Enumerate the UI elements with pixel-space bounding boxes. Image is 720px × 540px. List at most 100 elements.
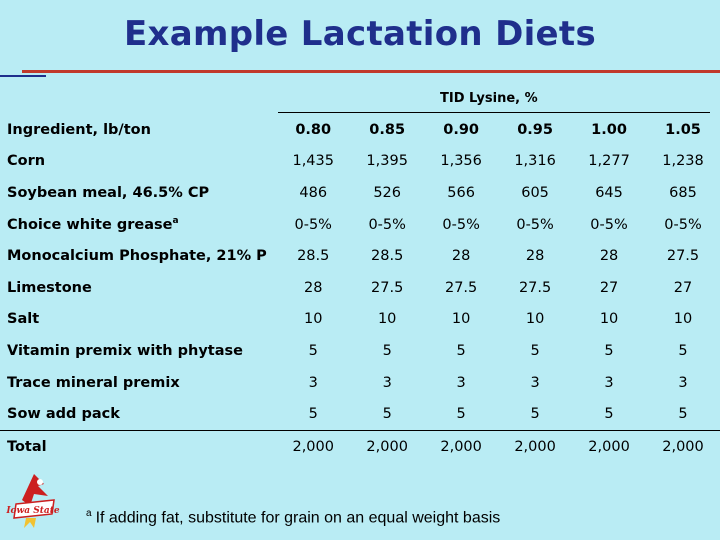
ingredient-name: Sow add pack (0, 398, 276, 430)
ingredient-name: Corn (0, 146, 276, 178)
table-cell: 2,000 (350, 429, 425, 463)
column-header: 0.80 (295, 121, 332, 138)
table-cell: 10 (525, 311, 545, 328)
table-cell: 5 (382, 342, 392, 359)
ingredient-label: Corn (7, 153, 46, 170)
table-row: Trace mineral premix 3 3 3 3 3 3 (0, 367, 720, 399)
table-cell: 526 (373, 184, 402, 201)
table-cell: 10 (377, 311, 397, 328)
table-cell: 1,316 (514, 153, 556, 170)
table-cell: 3 (456, 374, 466, 391)
table-cell: 27.5 (444, 279, 478, 296)
column-header: 1.00 (591, 121, 627, 138)
table-cell: 0-5% (516, 216, 554, 233)
title-divider-red (22, 70, 720, 73)
footnote-marker: a (86, 508, 92, 519)
table-cell: 10 (304, 311, 323, 328)
table-cell: 5 (604, 342, 614, 359)
table-cell: 2,000 (646, 429, 720, 463)
table-cell: 10 (451, 311, 471, 328)
table-cell: 1,238 (662, 153, 704, 170)
column-header: 0.95 (517, 121, 553, 138)
title-divider-blue (0, 75, 46, 77)
table-cell: 2,000 (276, 429, 351, 463)
table-cell: 28.5 (371, 248, 404, 265)
ingredient-name: Trace mineral premix (0, 367, 276, 399)
ingredient-name: Choice white greasea (0, 209, 276, 241)
table-cell: 3 (530, 374, 540, 391)
table-cell: 28 (451, 248, 471, 265)
header-row: Ingredient, lb/ton 0.80 0.85 0.90 0.95 1… (0, 114, 720, 146)
table-cell: 1,435 (292, 153, 334, 170)
table-row: Salt 10 10 10 10 10 10 (0, 304, 720, 336)
footnote-marker: a (172, 216, 179, 227)
ingredient-label: Salt (7, 311, 40, 328)
table-cell: 5 (382, 406, 392, 423)
logo-text: Iowa State (5, 506, 60, 516)
table-cell: 5 (678, 406, 688, 423)
table-cell: 28 (525, 248, 545, 265)
table-cell: 685 (669, 184, 697, 201)
table-cell: 5 (308, 342, 318, 359)
table-cell: 10 (599, 311, 619, 328)
table-row: Limestone 28 27.5 27.5 27.5 27 27 (0, 272, 720, 304)
table-cell: 5 (530, 406, 540, 423)
table-cell: 1,356 (440, 153, 482, 170)
table-cell: 0-5% (664, 216, 702, 233)
table-cell: 10 (673, 311, 693, 328)
ingredient-name: Salt (0, 304, 276, 336)
table-cell: 605 (521, 184, 549, 201)
table-cell: 566 (447, 184, 475, 201)
column-header: 0.85 (369, 121, 406, 138)
table-cell: 0-5% (368, 216, 406, 233)
table-cell: 27.5 (518, 279, 552, 296)
table-row: Corn 1,435 1,395 1,356 1,316 1,277 1,238 (0, 146, 720, 178)
table-cell: 5 (530, 342, 540, 359)
page-title: Example Lactation Diets (123, 14, 596, 54)
table-cell: 3 (382, 374, 392, 391)
table-row: Sow add pack 5 5 5 5 5 5 (0, 398, 720, 430)
table-cell: 645 (595, 184, 623, 201)
table-cell: 0-5% (442, 216, 480, 233)
table-row: Soybean meal, 46.5% CP 486 526 566 605 645 685 (0, 177, 720, 209)
table-cell: 2,000 (424, 429, 499, 463)
footnote-text: If adding fat, substitute for grain on a… (95, 509, 501, 527)
table-cell: 27 (599, 279, 619, 296)
diet-table: Ingredient, lb/ton 0.80 0.85 0.90 0.95 1… (0, 114, 720, 463)
ingredient-label: Total (7, 438, 47, 455)
table-cell: 5 (604, 406, 614, 423)
ingredient-label: Soybean meal, 46.5% CP (7, 184, 210, 201)
column-header: 0.90 (443, 121, 480, 138)
ingredient-label: Trace mineral premix (7, 374, 180, 391)
table-cell: 0-5% (590, 216, 628, 233)
table-cell: 5 (456, 406, 466, 423)
table-cell: 27.5 (371, 279, 404, 296)
group-header-underline (278, 112, 710, 113)
table-cell: 2,000 (572, 429, 647, 463)
table-cell: 27 (673, 279, 693, 296)
cyclone-logo: Iowa State (5, 474, 60, 528)
table-row: Total 2,000 2,000 2,000 2,000 2,000 2,000 (0, 429, 720, 463)
ingredient-name: Soybean meal, 46.5% CP (0, 177, 276, 209)
table-cell: 486 (299, 184, 328, 201)
ingredient-label: Vitamin premix with phytase (7, 342, 243, 359)
table-cell: 28.5 (297, 248, 330, 265)
ingredient-label: Monocalcium Phosphate, 21% P (7, 248, 267, 265)
table-cell: 5 (678, 342, 688, 359)
table-cell: 28 (304, 279, 323, 296)
ingredient-name: Total (0, 429, 277, 463)
table-cell: 28 (599, 248, 619, 265)
table-cell: 27.5 (666, 248, 700, 265)
column-header: 1.05 (665, 121, 701, 138)
ingredient-name: Limestone (0, 272, 276, 304)
table-row: Monocalcium Phosphate, 21% P 28.5 28.5 28 28… (0, 240, 720, 272)
table-cell: 5 (308, 406, 318, 423)
table-cell: 3 (604, 374, 614, 391)
table-cell: 3 (308, 374, 318, 391)
table-cell: 3 (678, 374, 688, 391)
ingredient-name: Vitamin premix with phytase (0, 335, 276, 367)
table-cell: 5 (456, 342, 466, 359)
table-row: Choice white greasea 0-5% 0-5% 0-5% 0-5% 0-5%… (0, 209, 720, 241)
table-cell: 1,277 (588, 153, 630, 170)
ingredient-label: Limestone (7, 279, 92, 296)
